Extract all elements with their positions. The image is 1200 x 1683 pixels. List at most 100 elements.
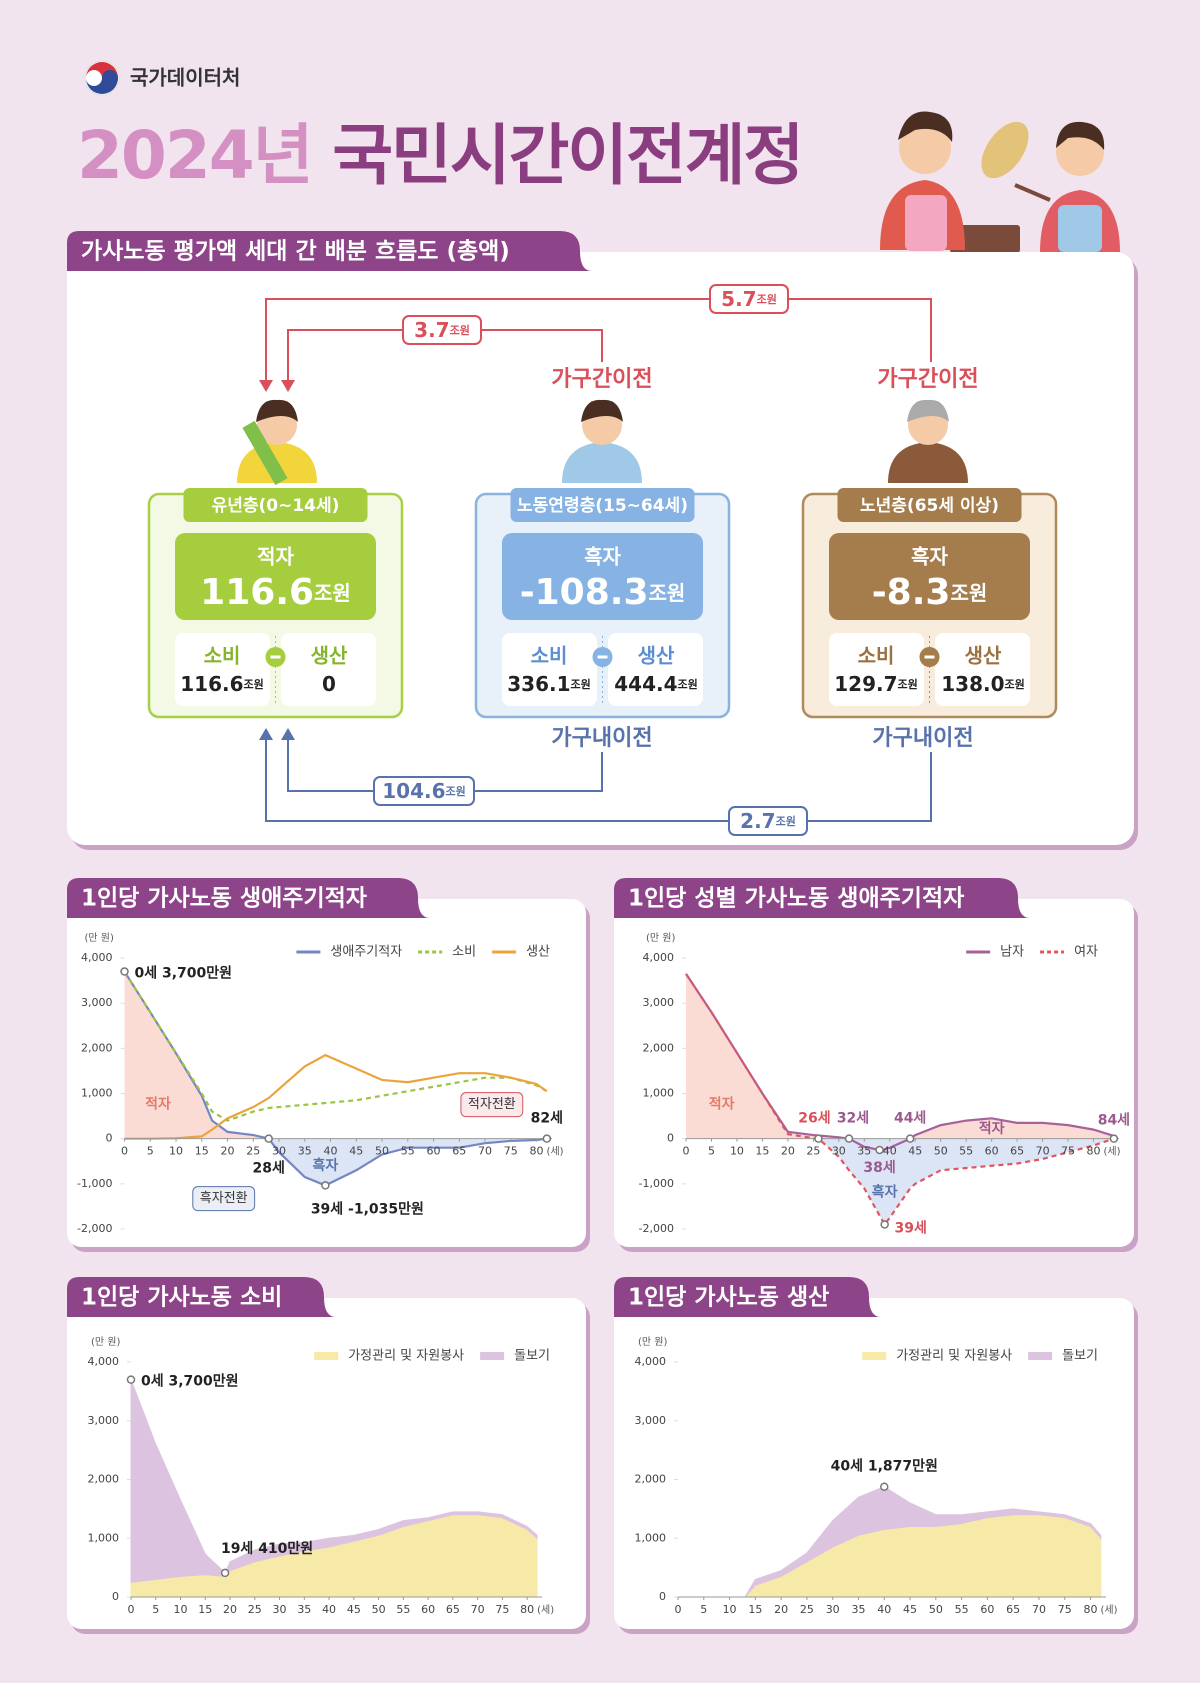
legend-label: 남자 xyxy=(1000,945,1024,960)
transfer-amount: 2.7조원 xyxy=(740,809,796,833)
x-tick-label: 25 xyxy=(248,1603,262,1616)
annotation: 적자 xyxy=(979,1120,1005,1137)
balance-label: 흑자 xyxy=(584,545,621,569)
balance-label: 적자 xyxy=(257,545,294,569)
x-tick-label: 80 xyxy=(1084,1603,1098,1616)
section-title: 1인당 성별 가사노동 생애주기적자 xyxy=(628,886,964,912)
legend-swatch xyxy=(1028,1352,1053,1360)
y-tick-label: 1,000 xyxy=(643,1087,675,1100)
amount-value: 104.6 xyxy=(382,779,445,803)
annotation-marker xyxy=(814,1134,823,1143)
annotation-marker xyxy=(880,1482,889,1491)
production-cell xyxy=(281,633,376,706)
y-tick-label: 0 xyxy=(106,1132,113,1145)
shaded-area xyxy=(124,1138,547,1186)
annotation: 32세 xyxy=(837,1111,869,1127)
x-tick-label: 60 xyxy=(980,1603,994,1616)
flow-arrow xyxy=(265,736,932,822)
amount-value: 0 xyxy=(322,672,336,696)
x-tick-label: 25 xyxy=(800,1603,814,1616)
annotation-marker xyxy=(264,1134,273,1143)
annotation: 26세 xyxy=(798,1111,830,1127)
annotation: 19세 410만원 xyxy=(221,1541,313,1557)
arrow-head xyxy=(259,728,273,740)
inter-household-label: 가구간이전 xyxy=(877,367,978,392)
y-unit: (만 원) xyxy=(638,1336,667,1348)
line xyxy=(124,1053,548,1140)
amount-unit: 조원 xyxy=(757,292,777,306)
production-cell xyxy=(608,633,703,706)
x-tick-label: 60 xyxy=(985,1145,999,1158)
annotation-box: 적자전환 xyxy=(460,1092,524,1118)
amount-unit: 조원 xyxy=(571,677,591,691)
section-title: 1인당 가사노동 생산 xyxy=(628,1285,829,1311)
y-tick-label: 4,000 xyxy=(635,1355,667,1368)
y-tick-label: 3,000 xyxy=(635,1414,667,1427)
annotation-marker xyxy=(542,1134,552,1143)
x-tick-label: 15 xyxy=(748,1603,762,1616)
amount-value: 444.4 xyxy=(614,672,677,696)
annotation-marker xyxy=(844,1134,854,1143)
flow-arrow xyxy=(265,298,932,384)
amount-unit: 조원 xyxy=(776,814,796,828)
y-tick-label: -1,000 xyxy=(77,1177,112,1190)
x-tick-label: 10 xyxy=(730,1145,744,1158)
figure-hair xyxy=(256,399,298,422)
y-tick-label: 4,000 xyxy=(643,951,675,964)
title-year: 2024년 xyxy=(77,117,311,194)
amount-box xyxy=(709,284,789,314)
amount-value: 138.0 xyxy=(941,672,1004,696)
x-tick-label: 65 xyxy=(1006,1603,1020,1616)
y-unit: (만 원) xyxy=(646,932,675,944)
x-tick-label: 10 xyxy=(169,1145,183,1158)
section-tab xyxy=(67,231,592,271)
section-tab xyxy=(67,1277,336,1317)
consumption-amount: 336.1조원 xyxy=(507,672,591,696)
x-unit: (세) xyxy=(537,1604,554,1616)
figure-body xyxy=(888,442,968,483)
x-tick-label: 0 xyxy=(121,1145,128,1158)
balance-label: 흑자 xyxy=(911,545,948,569)
amount-unit: 조원 xyxy=(950,581,987,605)
x-tick-label: 55 xyxy=(401,1145,415,1158)
x-tick-label: 70 xyxy=(1036,1145,1050,1158)
x-tick-label: 5 xyxy=(700,1603,707,1616)
amount-unit: 조원 xyxy=(244,677,264,691)
legend-label: 가정관리 및 자원봉사 xyxy=(348,1349,464,1364)
section-tab xyxy=(614,878,1030,918)
y-tick-label: 2,000 xyxy=(88,1473,120,1486)
balance-box xyxy=(502,533,703,620)
y-tick-label: 2,000 xyxy=(643,1041,675,1054)
x-tick-label: 50 xyxy=(372,1603,386,1616)
x-tick-label: 0 xyxy=(675,1603,682,1616)
x-tick-label: 25 xyxy=(246,1145,260,1158)
x-tick-label: 40 xyxy=(324,1145,338,1158)
x-tick-label: 5 xyxy=(708,1145,715,1158)
transfer-amount: 3.7조원 xyxy=(414,318,470,342)
x-unit: (세) xyxy=(1104,1146,1121,1158)
amount-value: -108.3 xyxy=(520,572,649,613)
x-tick-label: 65 xyxy=(446,1603,460,1616)
line xyxy=(123,970,547,1187)
consumption-amount: 116.6조원 xyxy=(180,672,264,696)
amount-unit: 조원 xyxy=(898,677,918,691)
minus-sign xyxy=(924,655,935,659)
annotation: 적자전환 xyxy=(468,1097,516,1112)
annotation-box: 흑자전환 xyxy=(192,1186,256,1212)
annotation-marker xyxy=(905,1134,915,1143)
minus-sign xyxy=(597,655,608,659)
y-tick-label: 3,000 xyxy=(88,1414,120,1427)
amount-unit: 조원 xyxy=(450,323,470,337)
amount-unit: 조원 xyxy=(314,581,351,605)
arrow-head xyxy=(281,728,295,740)
y-tick-label: 0 xyxy=(667,1132,674,1145)
annotation-marker xyxy=(321,1181,330,1190)
balance-amount: 116.6조원 xyxy=(200,572,351,613)
x-tick-label: 50 xyxy=(929,1603,943,1616)
x-tick-label: 5 xyxy=(147,1145,154,1158)
amount-unit: 조원 xyxy=(446,784,466,798)
amount-box xyxy=(728,806,808,836)
x-tick-label: 75 xyxy=(495,1603,509,1616)
amount-value: 116.6 xyxy=(200,572,314,613)
